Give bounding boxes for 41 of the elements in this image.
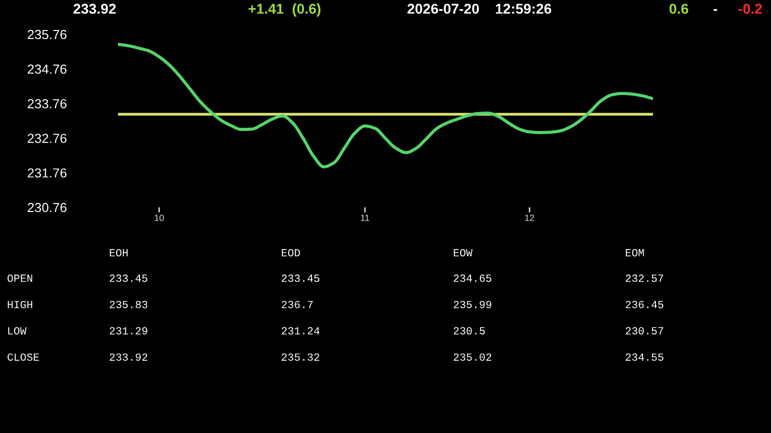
text: 236.45	[626, 300, 664, 308]
x-tick-label: 11	[360, 214, 370, 221]
x-tick-label: 12	[525, 214, 534, 221]
category-label: HIGH	[8, 300, 32, 308]
text: 236.7	[282, 300, 313, 308]
text: 0.6	[670, 4, 688, 14]
y-tick-label: 230.76	[28, 202, 66, 212]
text: 232.57	[626, 274, 664, 282]
text: 235.83	[110, 300, 148, 308]
category-label: EOW	[454, 249, 472, 256]
category-label: LOW	[8, 327, 26, 335]
text: 12:59:26	[496, 4, 552, 14]
y-tick-label: 231.76	[28, 168, 66, 178]
y-tick-label: 233.76	[28, 99, 66, 108]
text: -	[714, 9, 718, 11]
text: 234.65	[454, 274, 492, 282]
text: 231.24	[282, 327, 320, 335]
text: 2026-07-20	[407, 4, 479, 14]
text: 235.02	[454, 353, 492, 361]
text: 230.5	[454, 327, 485, 335]
text: +1.41	[248, 4, 284, 14]
text: (0.6)	[292, 3, 320, 17]
text: 233.92	[110, 353, 148, 361]
y-tick-label: 235.76	[28, 30, 66, 40]
x-tick-label: 10	[154, 214, 164, 222]
text: 233.45	[282, 274, 320, 282]
category-label: EOM	[626, 249, 644, 256]
text: 233.92	[73, 4, 116, 14]
y-tick-label: 234.76	[28, 64, 66, 74]
y-tick-label: 232.76	[28, 134, 66, 143]
category-label: EOD	[282, 249, 300, 256]
text: 234.55	[626, 353, 664, 361]
text: 230.57	[626, 327, 664, 335]
text: 235.32	[282, 353, 320, 361]
category-label: OPEN	[8, 274, 32, 282]
text: 231.29	[110, 327, 148, 335]
text: 233.45	[110, 274, 148, 282]
text: -0.2	[738, 4, 762, 14]
category-label: CLOSE	[8, 353, 39, 361]
category-label: EOH	[110, 249, 128, 256]
text: 235.99	[454, 300, 492, 308]
